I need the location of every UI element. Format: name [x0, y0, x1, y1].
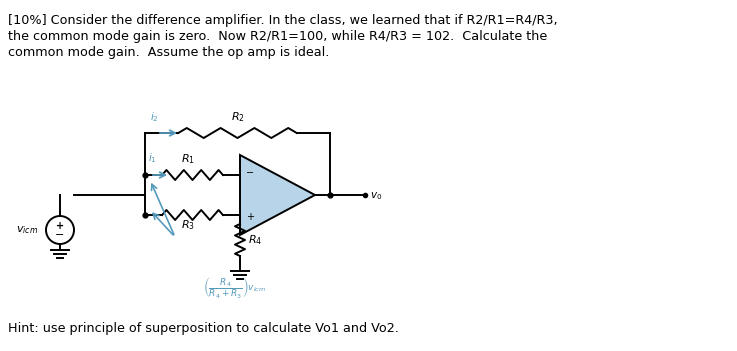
Text: the common mode gain is zero.  Now R2/R1=100, while R4/R3 = 102.  Calculate the: the common mode gain is zero. Now R2/R1=…: [8, 30, 548, 43]
Text: common mode gain.  Assume the op amp is ideal.: common mode gain. Assume the op amp is i…: [8, 46, 329, 59]
Text: $\left(\dfrac{R_4}{R_4+R_3}\right)v_{icm}$: $\left(\dfrac{R_4}{R_4+R_3}\right)v_{icm…: [203, 275, 267, 300]
Polygon shape: [240, 155, 315, 235]
Text: Hint: use principle of superposition to calculate Vo1 and Vo2.: Hint: use principle of superposition to …: [8, 322, 399, 335]
Text: +: +: [246, 212, 254, 223]
Text: $R_4$: $R_4$: [248, 233, 262, 247]
Text: $R_2$: $R_2$: [231, 110, 245, 124]
Text: +: +: [56, 221, 64, 231]
Text: −: −: [246, 167, 254, 178]
Text: $R_1$: $R_1$: [181, 152, 195, 166]
Text: −: −: [55, 230, 65, 240]
Text: $R_3$: $R_3$: [181, 218, 195, 232]
Text: $v_0$: $v_0$: [370, 190, 383, 202]
Text: $i_1$: $i_1$: [148, 151, 157, 165]
Text: [10%] Consider the difference amplifier. In the class, we learned that if R2/R1=: [10%] Consider the difference amplifier.…: [8, 14, 558, 27]
Text: $i_2$: $i_2$: [150, 110, 158, 124]
Text: $v_{icm}$: $v_{icm}$: [16, 224, 38, 236]
